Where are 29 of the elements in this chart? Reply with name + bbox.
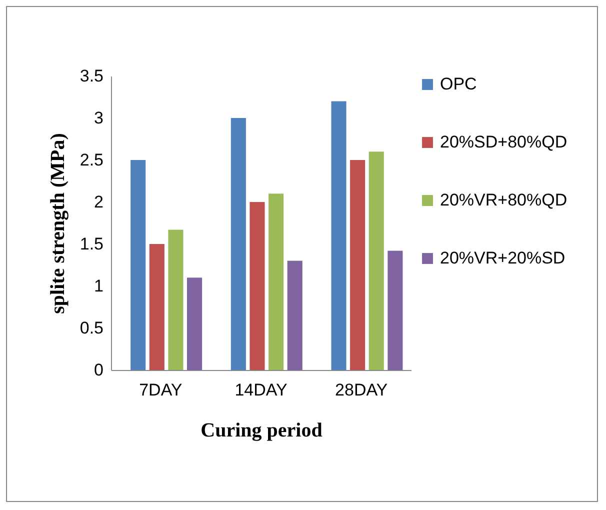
x-axis-title: Curing period [200, 420, 322, 442]
bar [187, 278, 202, 370]
y-tick-label: 2.5 [80, 150, 104, 170]
bar [268, 194, 284, 370]
bar [331, 101, 346, 370]
legend-label: OPC [440, 74, 477, 94]
x-tick-label: 28DAY [335, 380, 388, 400]
legend-label: 20%SD+80%QD [440, 132, 568, 152]
x-tick-label: 7DAY [139, 380, 182, 400]
y-tick-label: 1 [94, 276, 104, 296]
y-tick-label: 2 [94, 192, 104, 212]
bar [368, 152, 384, 370]
y-axis-title: splite strength (MPa) [46, 133, 69, 314]
bar [230, 118, 246, 370]
y-tick-label: 3.5 [80, 66, 104, 86]
legend-label: 20%VR+20%SD [440, 248, 566, 268]
y-tick-label: 0 [94, 360, 104, 380]
bar [287, 260, 302, 370]
bar [250, 202, 265, 370]
legend-label: 20%VR+80%QD [440, 190, 568, 210]
bar [168, 230, 184, 370]
bar [350, 160, 366, 370]
bar [388, 250, 403, 370]
y-tick-label: 3 [94, 108, 104, 128]
y-tick-label: 0.5 [80, 318, 104, 338]
y-tick-label: 1.5 [80, 234, 104, 254]
bar [149, 244, 164, 370]
bar [130, 160, 146, 370]
x-tick-label: 14DAY [234, 380, 288, 400]
